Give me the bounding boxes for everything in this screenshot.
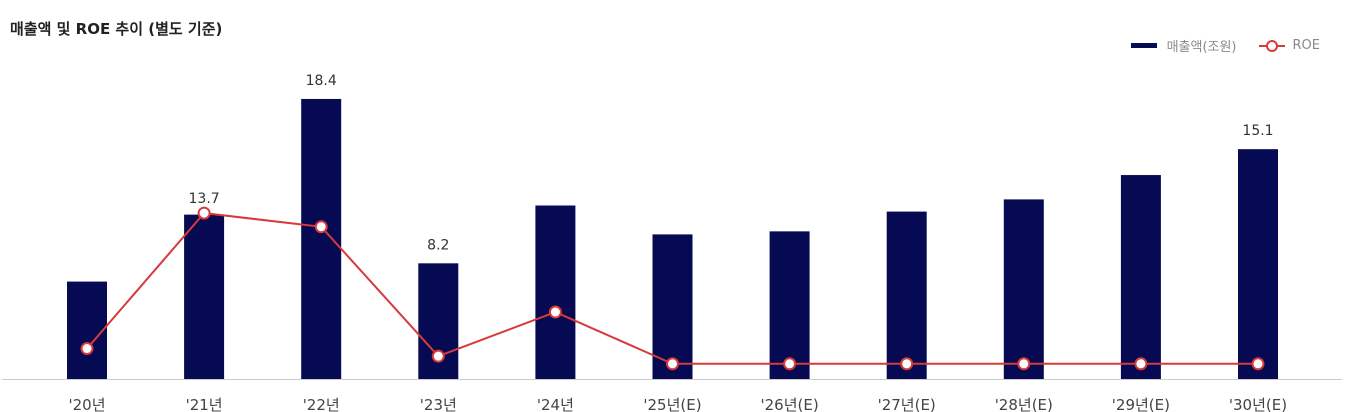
bar-4 <box>535 205 576 379</box>
x-tick-label-7: '27년(E) <box>878 396 936 412</box>
x-tick-label-10: '30년(E) <box>1229 396 1287 412</box>
bar-6 <box>769 231 810 379</box>
x-tick-label-2: '22년 <box>303 396 340 412</box>
x-tick-label-1: '21년 <box>186 396 223 412</box>
legend-label-roe: ROE <box>1292 38 1320 53</box>
bar-1 <box>184 214 225 379</box>
roe-point-7 <box>900 357 914 371</box>
bar-5 <box>652 234 693 379</box>
bar-label-3: 8.2 <box>427 237 449 253</box>
x-tick-label-8: '28년(E) <box>995 396 1053 412</box>
bar-7 <box>886 211 927 379</box>
roe-point-2 <box>314 220 328 234</box>
roe-point-5 <box>666 357 679 371</box>
roe-label-1: 13.7 <box>189 191 220 207</box>
legend-bar-swatch <box>1130 43 1157 48</box>
bar-label-2: 18.4 <box>306 73 337 89</box>
bar-9 <box>1120 175 1161 379</box>
roe-point-6 <box>783 357 797 371</box>
roe-point-3 <box>431 349 445 363</box>
x-tick-label-0: '20년 <box>68 396 105 412</box>
bar-0 <box>67 281 107 379</box>
legend-label-revenue: 매출액(조원) <box>1166 40 1237 55</box>
roe-point-10 <box>1251 357 1265 371</box>
x-tick-label-5: '25년(E) <box>643 396 701 412</box>
chart-title: 매출액 및 ROE 추이 (별도 기준) <box>10 20 223 38</box>
x-tick-label-6: '26년(E) <box>760 396 818 412</box>
legend-item-revenue: 매출액(조원) <box>1130 36 1237 55</box>
roe-point-0 <box>80 342 94 356</box>
roe-point-4 <box>548 305 562 319</box>
bar-10 <box>1238 149 1278 379</box>
x-tick-label-9: '29년(E) <box>1112 396 1170 412</box>
legend: 매출액(조원) ROE <box>1109 36 1320 55</box>
roe-point-9 <box>1134 357 1148 371</box>
roe-point-8 <box>1017 357 1031 371</box>
bar-8 <box>1003 199 1044 379</box>
legend-item-roe: ROE <box>1258 38 1320 53</box>
x-tick-label-3: '23년 <box>420 396 457 412</box>
roe-point-1 <box>197 206 211 220</box>
x-tick-label-4: '24년 <box>537 396 574 412</box>
bar-label-10: 15.1 <box>1242 123 1273 139</box>
bar-2 <box>301 98 342 380</box>
legend-line-swatch <box>1258 39 1285 52</box>
